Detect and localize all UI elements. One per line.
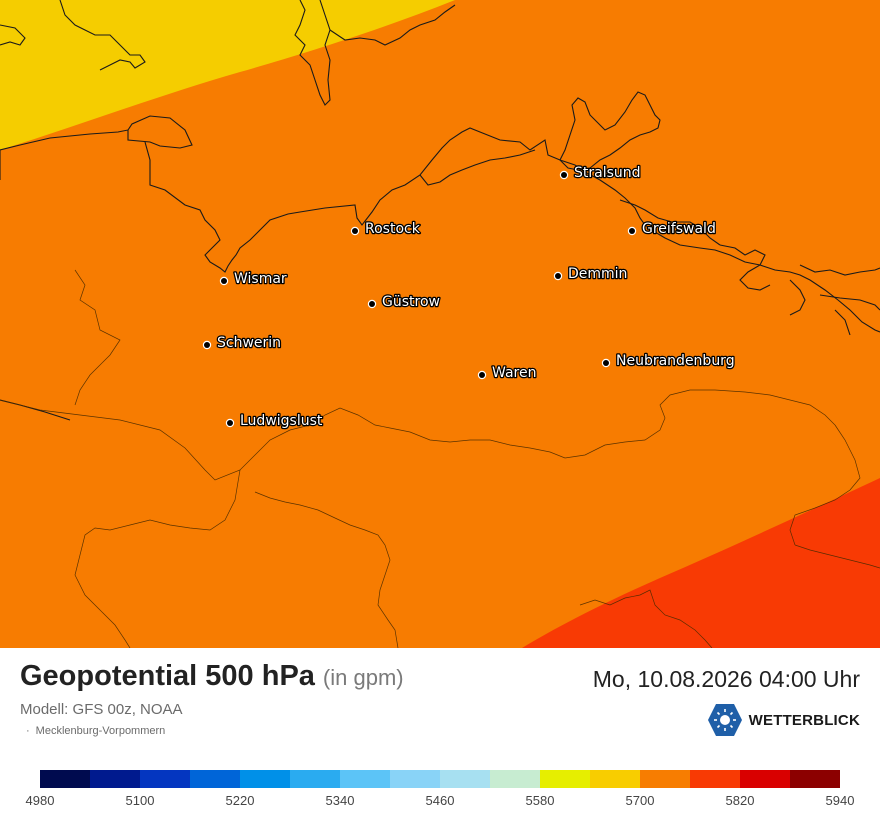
city-dot (227, 420, 233, 426)
scale-swatch (440, 770, 490, 788)
district-borders (0, 269, 880, 649)
scale-swatch (340, 770, 390, 788)
scale-swatch (640, 770, 690, 788)
city-guestrow: Güstrow (367, 293, 441, 311)
city-ludwigslust: Ludwigslust (225, 412, 324, 430)
city-wismar: Wismar (219, 270, 288, 288)
model-info: Modell: GFS 00z, NOAA (20, 701, 183, 718)
color-scale (40, 770, 840, 790)
city-dot (479, 372, 485, 378)
forecast-datetime: Mo, 10.08.2026 04:00 Uhr (592, 666, 860, 692)
city-demmin: Demmin (553, 265, 629, 283)
scale-swatch (290, 770, 340, 788)
city-dot (369, 301, 375, 307)
map-title: Geopotential 500 hPa (in gpm) (20, 660, 404, 693)
city-label: Greifswald (642, 221, 716, 237)
city-label: Wismar (234, 271, 287, 287)
city-label: Güstrow (382, 294, 440, 310)
scale-label: 5940 (825, 793, 855, 808)
color-scale-labels: 4980 5100 5220 5340 5460 5580 5700 5820 5940 (0, 793, 880, 811)
scale-label: 5580 (525, 793, 555, 808)
city-schwerin: Schwerin (202, 334, 282, 352)
scale-swatch (590, 770, 640, 788)
scale-swatch (390, 770, 440, 788)
bullet-icon: · (26, 725, 30, 737)
city-dot (629, 228, 635, 234)
scale-swatch (90, 770, 140, 788)
city-label: Waren (492, 365, 536, 381)
city-label: Ludwigslust (240, 413, 323, 429)
map-canvas: Stralsund Rostock Greifswald Wismar Demmin Gü… (0, 0, 880, 649)
scale-swatch (240, 770, 290, 788)
scale-label: 5340 (325, 793, 355, 808)
coastline (0, 0, 880, 421)
scale-label: 5100 (125, 793, 155, 808)
city-dot (204, 342, 210, 348)
city-neubrandenburg: Neubrandenburg (601, 352, 736, 370)
brand-name: WETTERBLICK (748, 711, 860, 729)
scale-swatch (490, 770, 540, 788)
wetterblick-logo-icon (707, 704, 742, 736)
region-text: Mecklenburg-Vorpommern (35, 725, 166, 737)
city-label: Demmin (568, 266, 627, 282)
contour-orange (0, 0, 880, 648)
city-markers: Stralsund Rostock Greifswald Wismar Demmin Gü… (202, 164, 736, 430)
scale-label: 5220 (225, 793, 255, 808)
city-rostock: Rostock (350, 220, 422, 238)
city-label: Schwerin (217, 335, 281, 351)
city-label: Neubrandenburg (616, 353, 735, 369)
scale-swatch (40, 770, 90, 788)
weather-map: Stralsund Rostock Greifswald Wismar Demmin Gü… (0, 0, 880, 649)
city-stralsund: Stralsund (559, 164, 642, 182)
city-dot (603, 360, 609, 366)
city-waren: Waren (477, 364, 538, 382)
city-dot (555, 273, 561, 279)
city-label: Stralsund (574, 165, 641, 181)
scale-swatch (540, 770, 590, 788)
scale-swatch (690, 770, 740, 788)
city-dot (561, 172, 567, 178)
title-unit: (in gpm) (322, 665, 404, 690)
city-dot (352, 228, 358, 234)
title-text: Geopotential 500 hPa (20, 660, 315, 692)
brand-logo[interactable]: WETTERBLICK (707, 703, 860, 737)
city-greifswald: Greifswald (627, 220, 717, 238)
scale-label: 5460 (425, 793, 455, 808)
city-dot (221, 278, 227, 284)
scale-label: 5820 (725, 793, 755, 808)
scale-swatch (790, 770, 840, 788)
map-footer: Geopotential 500 hPa (in gpm) Mo, 10.08.2… (0, 648, 880, 830)
region-label: · Mecklenburg-Vorpommern (26, 725, 165, 737)
scale-swatch (190, 770, 240, 788)
scale-label: 4980 (25, 793, 55, 808)
scale-label: 5700 (625, 793, 655, 808)
contour-red-orange (522, 478, 880, 648)
city-label: Rostock (365, 221, 421, 237)
scale-swatch (140, 770, 190, 788)
scale-swatch (740, 770, 790, 788)
